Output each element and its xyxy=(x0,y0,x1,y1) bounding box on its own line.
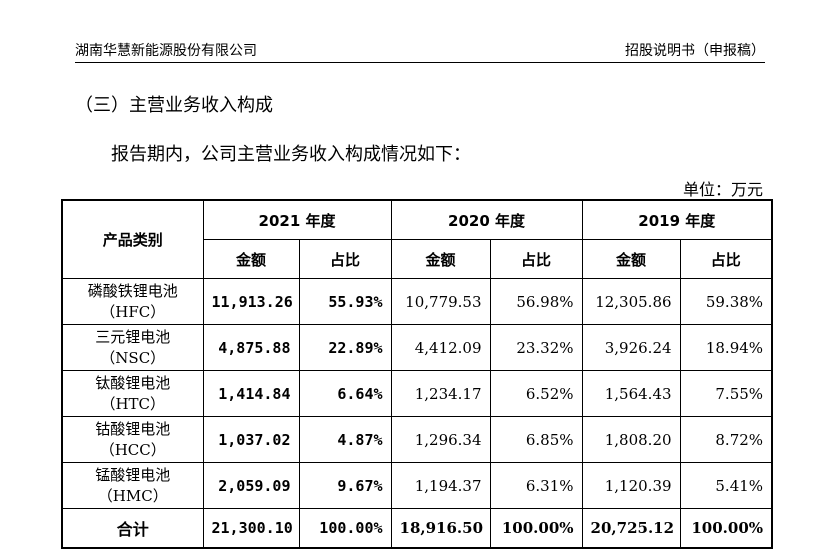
section-title: （三）主营业务收入构成 xyxy=(75,95,273,116)
value-cell: 1,194.37 xyxy=(390,462,491,509)
value-cell: 59.38% xyxy=(679,278,773,325)
total-row: 合计 21,300.10 100.00% 18,916.50 100.00% 2… xyxy=(61,508,773,549)
product-code: （NSC） xyxy=(100,348,166,367)
table-row: 锰酸锂电池 （HMC） 2,059.09 9.67% 1,194.37 6.31% 1,12… xyxy=(61,462,773,509)
value-cell: 1,414.84 xyxy=(202,370,300,417)
value-cell: 4,412.09 xyxy=(390,324,491,371)
header-amount: 金额 xyxy=(581,239,681,279)
product-code: （HCC） xyxy=(99,440,166,459)
table-row: 钴酸锂电池 （HCC） 1,037.02 4.87% 1,296.34 6.85% 1,80… xyxy=(61,416,773,463)
value-cell: 6.85% xyxy=(489,416,583,463)
product-name: 锰酸锂电池 xyxy=(95,465,171,484)
total-cell: 100.00% xyxy=(489,508,583,549)
table-row: 钛酸锂电池 （HTC） 1,414.84 6.64% 1,234.17 6.52% 1,56… xyxy=(61,370,773,417)
header-amount: 金额 xyxy=(202,239,300,279)
value-cell: 7.55% xyxy=(679,370,773,417)
value-cell: 18.94% xyxy=(679,324,773,371)
total-cell: 18,916.50 xyxy=(390,508,491,549)
value-cell: 3,926.24 xyxy=(581,324,681,371)
value-cell: 1,037.02 xyxy=(202,416,300,463)
product-category: 锰酸锂电池 （HMC） xyxy=(61,462,204,509)
unit-label: 单位：万元 xyxy=(682,180,763,199)
value-cell: 1,296.34 xyxy=(390,416,491,463)
product-category: 钴酸锂电池 （HCC） xyxy=(61,416,204,463)
value-cell: 56.98% xyxy=(489,278,583,325)
value-cell: 11,913.26 xyxy=(202,278,300,325)
header-ratio: 占比 xyxy=(489,239,583,279)
value-cell: 9.67% xyxy=(298,462,392,509)
product-name: 钴酸锂电池 xyxy=(95,419,171,438)
value-cell: 1,564.43 xyxy=(581,370,681,417)
product-code: （HFC） xyxy=(100,302,166,321)
product-code: （HMC） xyxy=(97,486,168,505)
value-cell: 12,305.86 xyxy=(581,278,681,325)
header-year-2021: 2021 年度 xyxy=(202,199,392,240)
header-amount: 金额 xyxy=(390,239,491,279)
header-year-2019: 2019 年度 xyxy=(581,199,773,240)
value-cell: 1,120.39 xyxy=(581,462,681,509)
total-cell: 100.00% xyxy=(298,508,392,549)
value-cell: 2,059.09 xyxy=(202,462,300,509)
intro-text: 报告期内，公司主营业务收入构成情况如下： xyxy=(111,144,471,165)
value-cell: 6.52% xyxy=(489,370,583,417)
product-name: 三元锂电池 xyxy=(95,327,171,346)
revenue-table: 产品类别 2021 年度 2020 年度 2019 年度 金额 占比 金额 占比… xyxy=(61,199,774,549)
header-year-2020: 2020 年度 xyxy=(390,199,583,240)
value-cell: 1,234.17 xyxy=(390,370,491,417)
total-cell: 100.00% xyxy=(679,508,773,549)
page-header: 湖南华慧新能源股份有限公司 招股说明书（申报稿） xyxy=(75,38,765,63)
product-name: 钛酸锂电池 xyxy=(95,373,171,392)
total-cell: 21,300.10 xyxy=(202,508,300,549)
value-cell: 4,875.88 xyxy=(202,324,300,371)
header-category: 产品类别 xyxy=(61,199,204,279)
value-cell: 6.31% xyxy=(489,462,583,509)
product-category: 磷酸铁锂电池 （HFC） xyxy=(61,278,204,325)
value-cell: 5.41% xyxy=(679,462,773,509)
document-title: 招股说明书（申报稿） xyxy=(625,43,765,59)
product-code: （HTC） xyxy=(100,394,166,413)
header-ratio: 占比 xyxy=(679,239,773,279)
total-cell: 20,725.12 xyxy=(581,508,681,549)
value-cell: 1,808.20 xyxy=(581,416,681,463)
value-cell: 8.72% xyxy=(679,416,773,463)
total-label: 合计 xyxy=(61,508,204,549)
product-name: 磷酸铁锂电池 xyxy=(87,281,178,300)
product-category: 三元锂电池 （NSC） xyxy=(61,324,204,371)
value-cell: 55.93% xyxy=(298,278,392,325)
table-row: 三元锂电池 （NSC） 4,875.88 22.89% 4,412.09 23.32% 3,… xyxy=(61,324,773,371)
product-category: 钛酸锂电池 （HTC） xyxy=(61,370,204,417)
header-ratio: 占比 xyxy=(298,239,392,279)
value-cell: 6.64% xyxy=(298,370,392,417)
value-cell: 10,779.53 xyxy=(390,278,491,325)
company-name: 湖南华慧新能源股份有限公司 xyxy=(75,43,257,59)
table-row: 磷酸铁锂电池 （HFC） 11,913.26 55.93% 10,779.53 56.98… xyxy=(61,278,773,325)
value-cell: 23.32% xyxy=(489,324,583,371)
value-cell: 4.87% xyxy=(298,416,392,463)
value-cell: 22.89% xyxy=(298,324,392,371)
